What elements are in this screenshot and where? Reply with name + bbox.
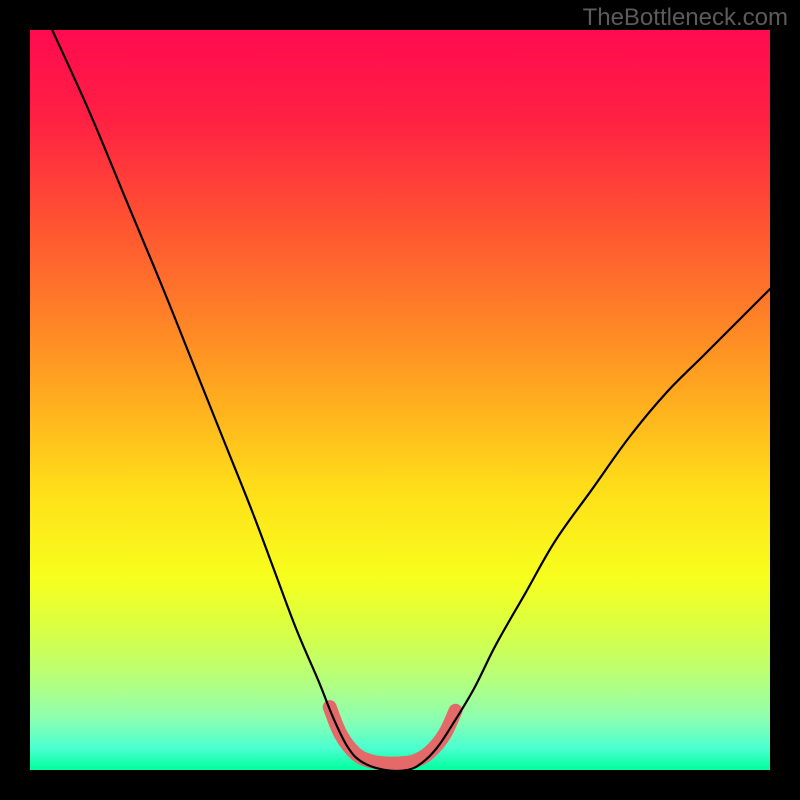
watermark-text: TheBottleneck.com xyxy=(583,4,788,32)
chart-container: TheBottleneck.com xyxy=(0,0,800,800)
bottleneck-chart xyxy=(0,0,800,800)
